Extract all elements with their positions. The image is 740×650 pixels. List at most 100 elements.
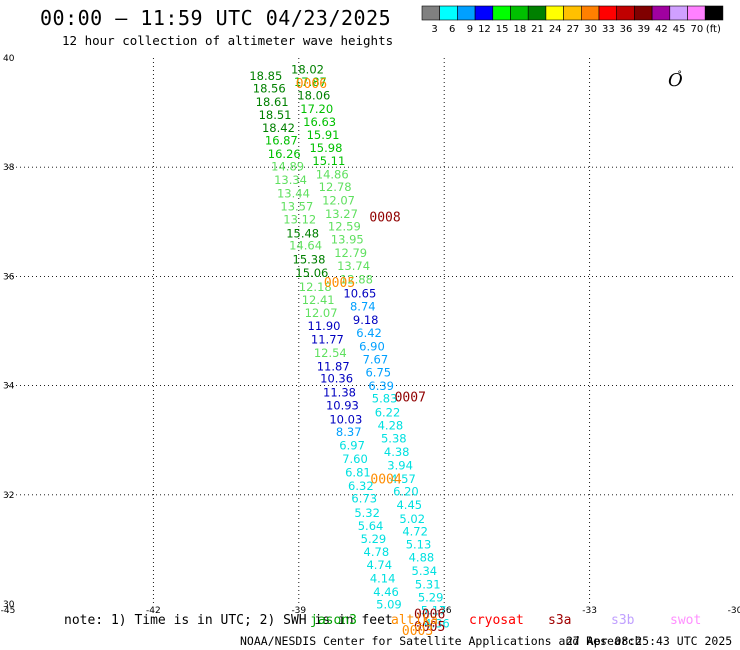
legend-swatch [669,5,688,21]
pass-time-label: 0008 [369,210,400,225]
swh-value-label: 15.38 [293,252,326,266]
swh-value-label: 16.26 [268,147,301,161]
legend-tick-label: 15 [496,24,509,35]
swh-value-label: 4.74 [366,558,392,572]
legend-swatch [492,5,511,21]
swh-value-label: 5.09 [376,598,402,612]
swh-value-label: 4.14 [370,571,396,585]
swh-value-label: 6.81 [345,465,371,479]
pass-time-label: 0004 [370,472,401,487]
swh-value-label: 13.12 [283,213,316,227]
pass-time-label: 0006 [296,77,327,92]
y-tick-label: 32 [3,491,14,501]
swh-value-label: 6.32 [348,479,374,493]
legend-swatch [421,5,441,21]
swh-value-label: 5.31 [415,577,441,591]
y-tick-label: 34 [3,382,15,392]
swh-value-label: 4.72 [402,524,428,538]
swh-value-label: 14.86 [316,167,349,181]
legend-swatch [598,5,618,21]
swh-value-label: 5.17 [421,604,447,618]
page-title: 00:00 – 11:59 UTC 04/23/2025 [40,6,392,30]
legend-tick-label: 24 [549,24,562,35]
swh-value-label: 13.95 [331,232,364,246]
swh-value-label: 6.39 [368,379,394,393]
swh-value-label: 15.98 [309,141,342,155]
legend-tick-label: 6 [449,24,455,35]
swh-value-label: 12.88 [340,273,373,287]
swh-value-label: 10.65 [343,286,376,300]
swh-value-label: 18.42 [262,121,295,135]
y-tick-label: 38 [3,163,15,173]
legend-tick-label: 9 [467,24,473,35]
y-tick-label: 40 [3,54,15,64]
swh-value-label: 13.57 [280,200,313,214]
swh-value-label: 4.36 [424,617,450,631]
pass-time-label: 0005 [414,620,445,635]
swh-value-label: 13.74 [337,259,370,273]
map-grid [8,58,735,604]
legend-tick-label: 39 [637,24,650,35]
swh-value-label: 11.90 [308,319,341,333]
x-tick-label: -42 [146,606,161,616]
legend-tick-label: 3 [431,24,437,35]
swh-value-label: 10.03 [329,412,362,426]
x-tick-label: -45 [1,606,16,616]
swh-value-label: 15.06 [295,266,328,280]
footnote: note: 1) Time is in UTC; 2) SWH is in fe… [64,613,393,628]
swh-value-label: 6.73 [351,492,377,506]
swh-value-label: 14.89 [271,160,304,174]
mission-swot: swot [670,613,702,628]
swh-value-label: 5.38 [381,432,407,446]
swh-value-label: 5.29 [361,532,387,546]
swh-value-label: 4.38 [384,445,410,459]
x-tick-label: -36 [437,606,452,616]
swh-value-label: 3.94 [387,458,413,472]
y-tick-label: 36 [3,272,15,282]
swh-value-label: 13.44 [277,186,310,200]
swh-value-label: 5.32 [354,506,380,520]
legend-swatch [563,5,582,21]
swh-value-label: 12.41 [302,293,335,307]
swh-value-label: 12.18 [299,280,332,294]
legend-tick-label: 33 [602,24,615,35]
mission-cryosat: cryosat [469,613,524,628]
legend-tick-label: 18 [513,24,526,35]
swh-value-label: 15.91 [307,128,340,142]
pass-time-label: 0007 [395,391,426,406]
swh-value-label: 5.34 [412,564,438,578]
swh-value-label: 6.90 [359,339,385,353]
legend-tick-label: 45 [673,24,686,35]
swh-value-label: 18.61 [256,95,289,109]
swh-value-label: 4.88 [409,551,435,565]
swh-value-label: 17.87 [294,75,327,89]
swh-value-label: 12.07 [305,306,338,320]
y-tick-label: 30 [3,600,15,610]
swh-value-label: 10.93 [326,398,359,412]
legend-swatch [704,5,724,21]
legend-swatch [545,5,564,21]
legend-tick-label: 27 [567,24,580,35]
swh-value-label: 13.27 [325,207,358,221]
credit-line: NOAA/NESDIS Center for Satellite Applica… [240,634,642,648]
swh-value-label: 18.51 [259,108,292,122]
legend-tick-label: 70 [690,24,703,35]
color-legend: 3 6 9 12 15 18 21 24 27 30 33 36 39 42 45 70 (ft) [421,5,724,35]
swh-value-label: 11.77 [311,333,344,347]
legend-unit: (ft) [706,24,721,35]
swh-value-label: 14.64 [289,238,322,252]
legend-swatch [457,5,476,21]
legend-swatch [527,5,547,21]
legend-swatch [634,5,653,21]
swh-value-label: 6.42 [356,326,382,340]
legend-swatch [616,5,635,21]
swh-value-label: 18.06 [297,89,330,103]
swh-value-label: 6.20 [393,485,419,499]
swh-value-label: 16.63 [303,115,336,129]
swh-value-label: 16.87 [265,133,298,147]
swh-value-label: 4.28 [378,418,404,432]
swh-value-label: 8.37 [336,425,362,439]
swh-value-label: 15.11 [312,154,345,168]
swh-value-label: 5.83 [372,392,398,406]
legend-swatch [580,5,600,21]
